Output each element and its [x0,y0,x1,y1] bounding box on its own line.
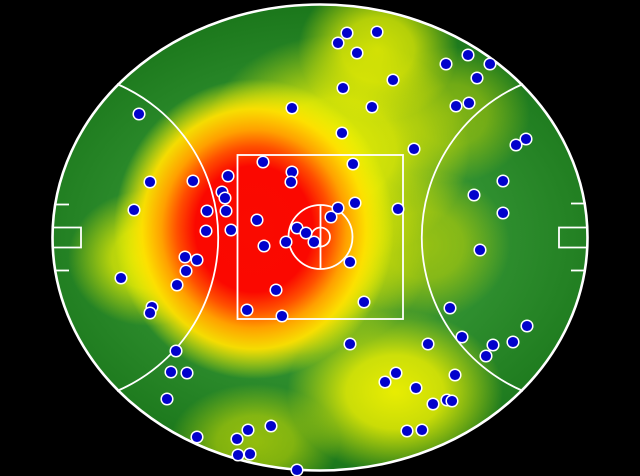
data-point [264,419,278,433]
data-point [179,264,193,278]
data-point [409,381,423,395]
data-point [462,96,476,110]
data-point [378,375,392,389]
left-goal-square [53,226,82,249]
data-point [445,394,459,408]
data-point [243,447,257,461]
data-point [307,235,321,249]
data-point [160,392,174,406]
data-point [350,46,364,60]
data-point [257,239,271,253]
data-point [415,423,429,437]
data-point [335,126,349,140]
data-point [448,368,462,382]
data-point [143,175,157,189]
data-point [324,210,338,224]
field-boundary-line [51,3,589,472]
data-point [178,250,192,264]
data-point [421,337,435,351]
data-point [190,253,204,267]
heat-blob-south-arm [170,384,340,471]
data-point [455,330,469,344]
data-point [439,57,453,71]
right-50m-arc [420,83,524,392]
data-point [269,283,283,297]
data-point [221,169,235,183]
data-point [496,206,510,220]
data-point [224,223,238,237]
data-point [230,432,244,446]
data-point [520,319,534,333]
data-point [218,191,232,205]
data-point [132,107,146,121]
data-point [180,366,194,380]
data-point [170,278,184,292]
data-point [285,101,299,115]
right-goal-square [558,226,587,249]
data-point [357,295,371,309]
left-50m-arc [116,83,220,392]
data-point [336,81,350,95]
data-point [496,174,510,188]
data-point [470,71,484,85]
data-point [443,301,457,315]
data-point [346,157,360,171]
data-point [231,448,245,462]
data-point [190,430,204,444]
data-point [331,201,345,215]
center-square [236,154,404,320]
data-point [284,175,298,189]
data-point [400,424,414,438]
data-point [389,366,403,380]
data-point [240,303,254,317]
data-point [186,174,200,188]
data-point [219,204,233,218]
data-point [290,463,304,476]
data-point [391,202,405,216]
data-point [343,337,357,351]
data-point [127,203,141,217]
data-point [479,349,493,363]
data-point [486,338,500,352]
data-point [331,36,345,50]
data-point [199,224,213,238]
heat-blob-southeast [287,310,503,471]
data-point [114,271,128,285]
data-point [386,73,400,87]
data-point [241,423,255,437]
data-point [467,188,481,202]
data-point [340,26,354,40]
data-point [299,226,313,240]
scatter-points [114,25,534,476]
data-point [365,100,379,114]
data-point [279,235,293,249]
data-point [256,155,270,169]
data-point [348,196,362,210]
data-point [200,204,214,218]
data-point [461,48,475,62]
heat-hotspot [114,79,394,379]
data-point [426,397,440,411]
data-point [407,142,421,156]
data-point [483,57,497,71]
data-point [473,243,487,257]
data-point [250,213,264,227]
data-point [449,99,463,113]
data-point [370,25,384,39]
data-point [509,138,523,152]
data-point [506,335,520,349]
data-point [519,132,533,146]
data-point [343,255,357,269]
data-point [169,344,183,358]
data-point [143,306,157,320]
data-point [275,309,289,323]
data-point [164,365,178,379]
